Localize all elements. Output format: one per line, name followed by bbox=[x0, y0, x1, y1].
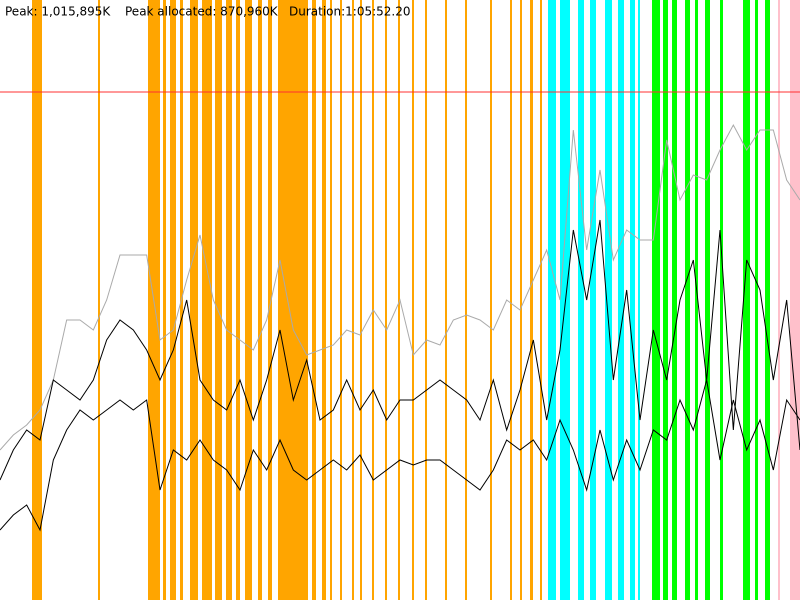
event-band bbox=[672, 0, 677, 600]
event-band bbox=[226, 0, 232, 600]
event-band bbox=[510, 0, 512, 600]
event-band bbox=[578, 0, 584, 600]
event-band bbox=[720, 0, 723, 600]
event-band bbox=[790, 0, 800, 600]
memory-line bbox=[0, 219, 800, 481]
event-band bbox=[695, 0, 698, 600]
event-band bbox=[605, 0, 612, 600]
peak-allocated-label: Peak allocated: 870,960K bbox=[125, 5, 279, 19]
event-band bbox=[98, 0, 100, 600]
event-band bbox=[685, 0, 690, 600]
event-band bbox=[590, 0, 596, 600]
event-band bbox=[340, 0, 342, 600]
event-band bbox=[312, 0, 316, 600]
event-band bbox=[32, 0, 42, 600]
event-band bbox=[258, 0, 262, 600]
event-band bbox=[372, 0, 374, 600]
event-band bbox=[530, 0, 533, 600]
event-band bbox=[765, 0, 770, 600]
memory-line bbox=[0, 379, 800, 532]
event-band bbox=[755, 0, 758, 600]
event-band bbox=[778, 0, 780, 600]
event-band bbox=[618, 0, 624, 600]
event-band bbox=[398, 0, 400, 600]
event-band bbox=[638, 0, 640, 600]
event-band bbox=[330, 0, 332, 600]
event-band bbox=[743, 0, 750, 600]
event-band bbox=[360, 0, 362, 600]
event-band bbox=[540, 0, 542, 600]
peak-label: Peak: 1,015,895K bbox=[5, 5, 111, 19]
event-band bbox=[170, 0, 176, 600]
event-band bbox=[465, 0, 467, 600]
event-band bbox=[560, 0, 570, 600]
event-band bbox=[352, 0, 354, 600]
event-band bbox=[215, 0, 222, 600]
event-band bbox=[490, 0, 492, 600]
event-band bbox=[236, 0, 240, 600]
event-band bbox=[630, 0, 635, 600]
event-band bbox=[412, 0, 414, 600]
event-band bbox=[705, 0, 710, 600]
event-band bbox=[163, 0, 166, 600]
event-band bbox=[268, 0, 272, 600]
event-band bbox=[245, 0, 252, 600]
event-band bbox=[425, 0, 427, 600]
memory-lines bbox=[0, 123, 800, 532]
event-band bbox=[322, 0, 326, 600]
event-band bbox=[190, 0, 198, 600]
event-band bbox=[652, 0, 660, 600]
event-band bbox=[278, 0, 308, 600]
event-band bbox=[520, 0, 522, 600]
event-bands bbox=[32, 0, 800, 600]
memory-line bbox=[0, 123, 800, 451]
event-band bbox=[663, 0, 668, 600]
event-band bbox=[445, 0, 447, 600]
duration-label: Duration:1:05:52.20 bbox=[289, 5, 411, 19]
event-band bbox=[548, 0, 556, 600]
event-band bbox=[202, 0, 212, 600]
event-band bbox=[385, 0, 387, 600]
